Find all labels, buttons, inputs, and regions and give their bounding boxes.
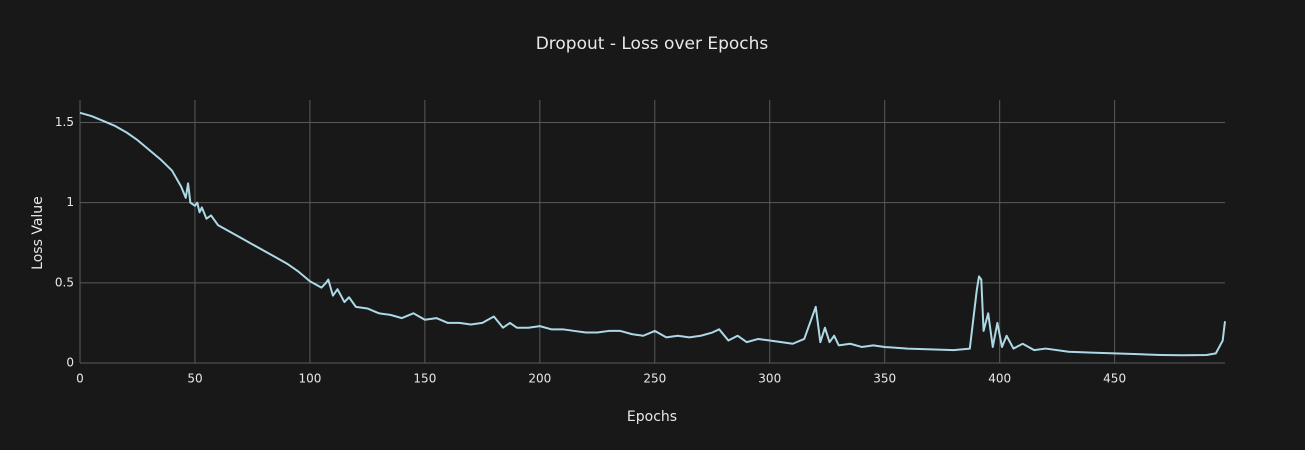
y-tick-label: 0.5 — [55, 275, 74, 289]
x-axis-title: Epochs — [627, 409, 677, 425]
y-tick-label: 1.5 — [55, 115, 74, 129]
y-tick-label: 1 — [66, 195, 74, 209]
x-tick-label: 450 — [1103, 372, 1126, 386]
x-tick-label: 300 — [758, 372, 781, 386]
chart-title: Dropout - Loss over Epochs — [536, 34, 769, 54]
x-tick-label: 250 — [643, 372, 666, 386]
x-tick-label: 350 — [873, 372, 896, 386]
x-tick-label: 400 — [988, 372, 1011, 386]
x-tick-label: 100 — [298, 372, 321, 386]
y-tick-label: 0 — [66, 356, 74, 370]
x-tick-label: 50 — [187, 372, 202, 386]
x-tick-label: 200 — [528, 372, 551, 386]
y-axis-title: Loss Value — [30, 196, 46, 270]
x-tick-label: 0 — [76, 372, 84, 386]
x-tick-label: 150 — [413, 372, 436, 386]
loss-line — [79, 111, 1226, 357]
